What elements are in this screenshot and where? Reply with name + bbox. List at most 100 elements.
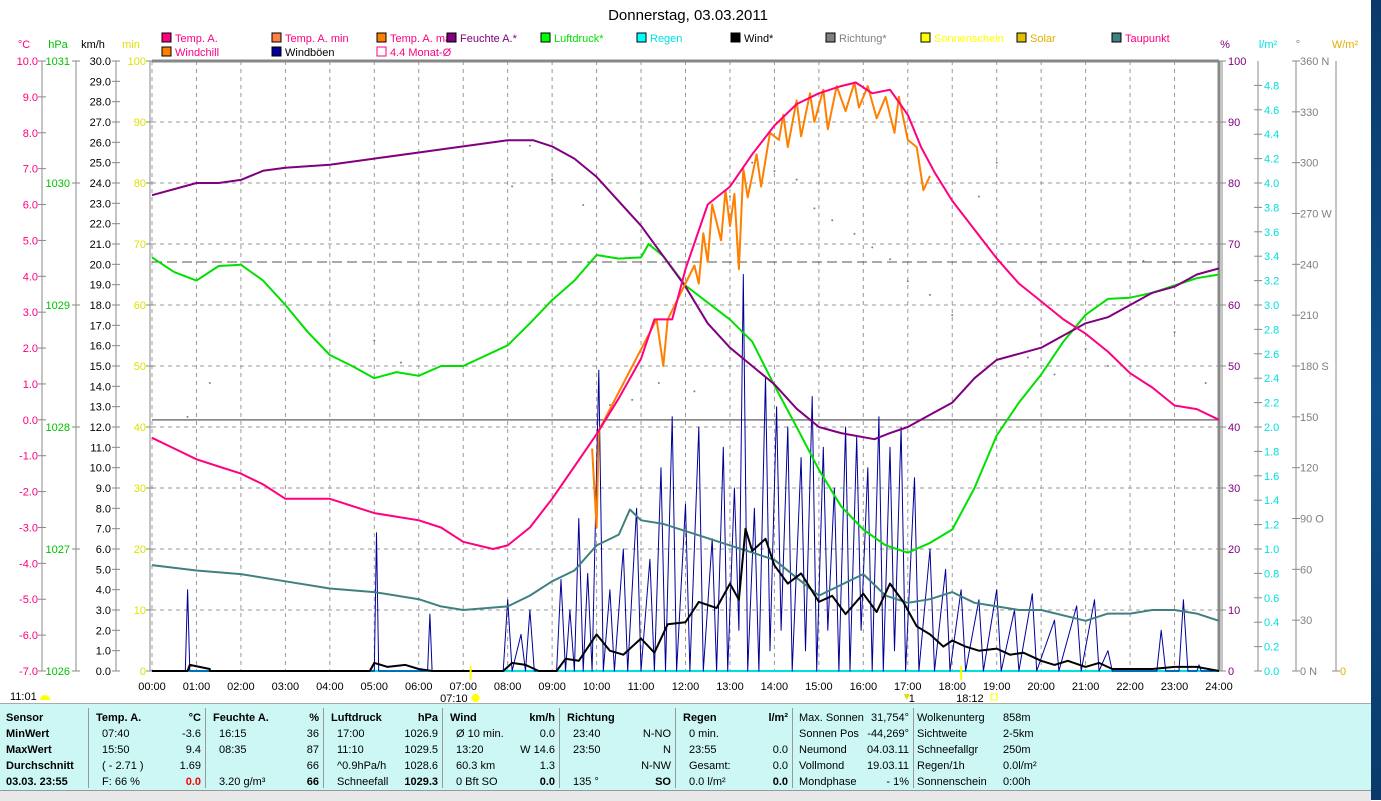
cell-value: SO xyxy=(655,776,671,788)
wind-tick-label: 27.0 xyxy=(90,117,111,129)
temp-tick-label: 2.0 xyxy=(23,343,38,355)
direction-point xyxy=(657,381,660,384)
direction-point xyxy=(528,144,531,147)
x-tick-label: 04:00 xyxy=(316,681,344,693)
cell-label: Sonnenschein xyxy=(917,776,987,788)
misc-row: Sonnenschein 0:00h xyxy=(917,774,1031,790)
cell-label: 03.03. 23:55 xyxy=(6,776,68,788)
wind-tick-label: 14.0 xyxy=(90,381,111,393)
header-unit: km/h xyxy=(529,712,555,724)
temp-tick-label: 4.0 xyxy=(23,271,38,283)
table-row: Gesamt: 0.0 xyxy=(683,758,788,774)
x-tick-label: 12:00 xyxy=(672,681,700,693)
series-taupunkt xyxy=(151,508,1220,622)
temp-tick-label: 0.0 xyxy=(23,415,38,427)
rain-tick-label: 1.6 xyxy=(1264,471,1279,483)
wind-tick-label: 2.0 xyxy=(96,625,111,637)
cell-value: W 14.6 xyxy=(520,744,555,756)
table-row: 60.3 km 1.3 xyxy=(450,758,555,774)
table-row: Ø 10 min. 0.0 xyxy=(450,726,555,742)
series-wind xyxy=(152,527,1220,672)
cell-value: 1028.6 xyxy=(404,760,438,772)
temp-tick-label: -1.0 xyxy=(19,451,38,463)
rain-tick-label: 0.2 xyxy=(1264,642,1279,654)
wind-tick-label: 25.0 xyxy=(90,158,111,170)
table-row: 0 min. xyxy=(683,726,788,742)
cell-value: 0.0 xyxy=(772,776,788,788)
cell-value: 0.0 xyxy=(539,728,555,740)
direction-point xyxy=(728,195,731,198)
cell-label: 0 Bft SO xyxy=(456,776,498,788)
rain-tick-label: 0.0 xyxy=(1264,666,1279,678)
sun-icon xyxy=(471,694,480,702)
x-tick-label: 01:00 xyxy=(183,681,211,693)
table-column: Wind km/h Ø 10 min. 0.0 13:20 W 14.6 60.3 km 1.… xyxy=(444,708,560,788)
x-tick-label: 14:00 xyxy=(761,681,789,693)
cell-label: Schneefallgr xyxy=(917,744,979,756)
humidity-axis-unit: % xyxy=(1220,39,1230,51)
direction-point xyxy=(853,232,856,235)
column-header: Feuchte A.% xyxy=(213,710,319,726)
humidity-tick-label: 10 xyxy=(1228,605,1240,617)
table-row: 23:50 N xyxy=(567,742,671,758)
cell-label: 135 ° xyxy=(573,776,599,788)
table-row: ( - 2.71 ) 1.69 xyxy=(96,758,201,774)
legend-swatch xyxy=(161,46,172,57)
moon-icon xyxy=(40,695,50,700)
cell-value: 2-5km xyxy=(1003,728,1034,740)
direction-point xyxy=(208,381,211,384)
humidity-tick-label: 40 xyxy=(1228,422,1240,434)
rain-tick-label: 0.8 xyxy=(1264,568,1279,580)
x-tick-label: 19:00 xyxy=(983,681,1011,693)
legend-swatch xyxy=(540,32,551,43)
moon-marker-icon xyxy=(903,694,910,700)
legend-label: Luftdruck* xyxy=(554,33,604,45)
direction-point xyxy=(1053,373,1056,376)
x-tick-label: 16:00 xyxy=(850,681,878,693)
direction-point xyxy=(551,178,554,181)
astro-row: Vollmond 19.03.11 xyxy=(799,758,909,774)
temp-tick-label: 3.0 xyxy=(23,307,38,319)
cell-label: Mondphase xyxy=(799,776,857,788)
cell-value: 1.3 xyxy=(539,760,555,772)
series-feuchtea xyxy=(151,139,1220,441)
x-tick-label: 15:00 xyxy=(805,681,833,693)
wind-tick-label: 17.0 xyxy=(90,320,111,332)
cell-value: 0.0 xyxy=(772,744,788,756)
cell-label: Gesamt: xyxy=(689,760,731,772)
table-row: 08:35 87 xyxy=(213,742,319,758)
legend-swatch xyxy=(1111,32,1122,43)
rain-tick-label: 1.0 xyxy=(1264,544,1279,556)
x-tick-label: 21:00 xyxy=(1072,681,1100,693)
cell-value: 0:00h xyxy=(1003,776,1031,788)
rain-tick-label: 3.0 xyxy=(1264,300,1279,312)
x-tick-label: 07:00 xyxy=(449,681,477,693)
direction-tick-label: 180 S xyxy=(1300,361,1329,373)
table-row: MaxWert xyxy=(6,742,84,758)
header-label: Temp. A. xyxy=(96,712,142,724)
cell-label: Durchschnitt xyxy=(6,760,74,772)
column-header: Richtung xyxy=(567,710,671,726)
direction-point xyxy=(831,219,834,222)
direction-tick-label: 360 N xyxy=(1300,56,1329,68)
rain-tick-label: 0.6 xyxy=(1264,593,1279,605)
legend-swatch xyxy=(161,32,172,43)
direction-tick-label: 300 xyxy=(1300,158,1318,170)
rain-tick-label: 2.6 xyxy=(1264,349,1279,361)
legend-swatch xyxy=(1016,32,1027,43)
cell-label: 23:55 xyxy=(689,744,717,756)
legend-label: Wind* xyxy=(744,33,774,45)
column-header: Sensor xyxy=(6,710,84,726)
minutes-tick-label: 0 xyxy=(140,666,146,678)
table-row: 135 ° SO xyxy=(567,774,671,790)
cell-label: Sonnen Pos xyxy=(799,728,859,740)
wind-tick-label: 20.0 xyxy=(90,259,111,271)
cell-label: 16:15 xyxy=(219,728,247,740)
minutes-tick-label: 100 xyxy=(128,56,146,68)
cell-value: 66 xyxy=(306,776,319,788)
table-row: 66 xyxy=(213,758,319,774)
wind-tick-label: 24.0 xyxy=(90,178,111,190)
legend-swatch xyxy=(636,32,647,43)
wind-tick-label: 26.0 xyxy=(90,137,111,149)
cell-value: 250m xyxy=(1003,744,1031,756)
